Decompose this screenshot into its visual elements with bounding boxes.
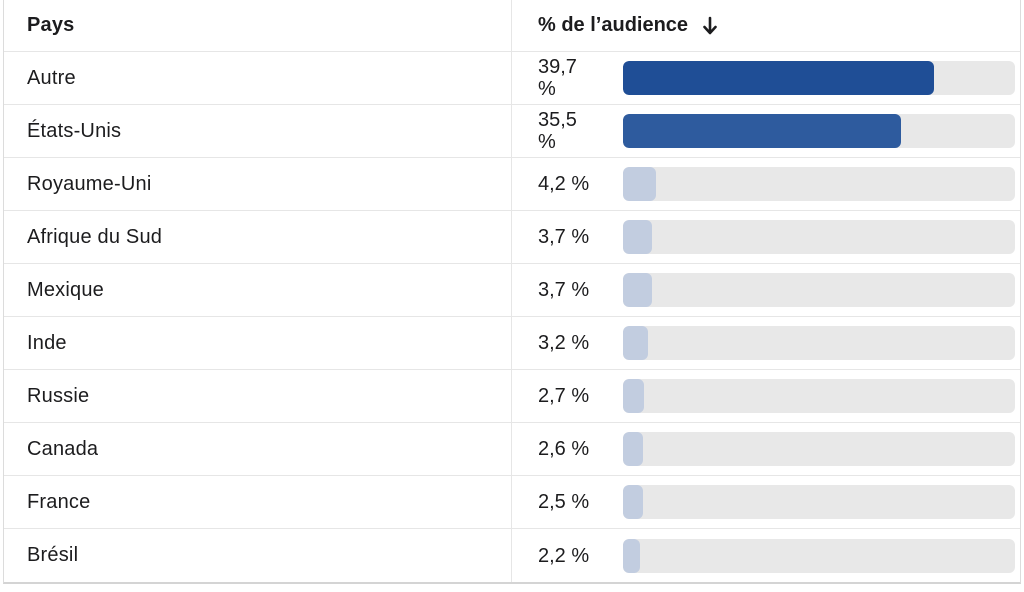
table-row: Mexique 3,7 % <box>4 264 1020 317</box>
table-row: États-Unis 35,5 % <box>4 105 1020 158</box>
audience-bar-track <box>623 326 1015 360</box>
audience-percent: 4,2 % <box>538 173 590 195</box>
country-name: France <box>27 490 91 513</box>
audience-bar-track <box>623 61 1015 95</box>
audience-bar-fill <box>623 326 649 360</box>
audience-percent: 2,5 % <box>538 491 590 513</box>
country-column-header[interactable]: Pays <box>4 0 512 51</box>
country-column-header-label: Pays <box>27 14 75 36</box>
audience-cell: 3,2 % <box>512 317 1020 369</box>
country-cell: États-Unis <box>4 105 512 157</box>
audience-cell: 3,7 % <box>512 211 1020 263</box>
country-name: Afrique du Sud <box>27 225 163 248</box>
audience-country-table: Pays % de l’audience Autre 39,7 % États-Un… <box>3 0 1021 584</box>
audience-cell: 2,6 % <box>512 423 1020 475</box>
audience-bar-fill <box>623 167 656 201</box>
country-name: Inde <box>27 331 67 354</box>
audience-bar-track <box>623 114 1015 148</box>
audience-percent: 3,7 % <box>538 226 590 248</box>
table-row: France 2,5 % <box>4 476 1020 529</box>
audience-bar-fill <box>623 379 645 413</box>
country-cell: Brésil <box>4 529 512 582</box>
audience-percent: 35,5 % <box>538 109 577 153</box>
audience-bar-track <box>623 273 1015 307</box>
table-header-row: Pays % de l’audience <box>4 0 1020 52</box>
audience-cell: 39,7 % <box>512 52 1020 104</box>
audience-column-header-label: % de l’audience <box>538 14 689 36</box>
table-row: Russie 2,7 % <box>4 370 1020 423</box>
audience-cell: 2,7 % <box>512 370 1020 422</box>
country-name: Autre <box>27 66 76 89</box>
audience-cell: 4,2 % <box>512 158 1020 210</box>
audience-bar-fill <box>623 114 902 148</box>
audience-cell: 3,7 % <box>512 264 1020 316</box>
country-name: États-Unis <box>27 119 122 142</box>
audience-bar-track <box>623 538 1015 573</box>
audience-column-header[interactable]: % de l’audience <box>512 0 1020 51</box>
audience-percent: 2,7 % <box>538 385 590 407</box>
country-cell: Afrique du Sud <box>4 211 512 263</box>
audience-bar-track <box>623 485 1015 519</box>
arrow-down-icon <box>702 16 718 36</box>
audience-bar-fill <box>623 432 644 466</box>
country-cell: Royaume-Uni <box>4 158 512 210</box>
country-cell: Russie <box>4 370 512 422</box>
audience-percent: 2,2 % <box>538 544 590 567</box>
table-row: Royaume-Uni 4,2 % <box>4 158 1020 211</box>
country-name: Canada <box>27 437 99 460</box>
audience-cell: 2,5 % <box>512 476 1020 528</box>
audience-bar-track <box>623 167 1015 201</box>
audience-bar-track <box>623 220 1015 254</box>
country-name: Mexique <box>27 278 104 301</box>
table-row: Canada 2,6 % <box>4 423 1020 476</box>
audience-bar-fill <box>623 485 643 519</box>
country-cell: Inde <box>4 317 512 369</box>
audience-cell: 2,2 % <box>512 529 1020 582</box>
country-name: Russie <box>27 384 90 407</box>
country-cell: France <box>4 476 512 528</box>
audience-bar-fill <box>623 61 935 95</box>
audience-bar-fill <box>623 538 641 573</box>
country-cell: Mexique <box>4 264 512 316</box>
audience-cell: 35,5 % <box>512 105 1020 157</box>
audience-sort-button[interactable]: % de l’audience <box>538 14 718 37</box>
table-row: Inde 3,2 % <box>4 317 1020 370</box>
table-row: Brésil 2,2 % <box>4 529 1020 582</box>
country-cell: Canada <box>4 423 512 475</box>
audience-bar-track <box>623 379 1015 413</box>
country-cell: Autre <box>4 52 512 104</box>
audience-percent: 3,2 % <box>538 332 590 354</box>
audience-percent: 3,7 % <box>538 279 590 301</box>
audience-bar-fill <box>623 220 652 254</box>
audience-bar-track <box>623 432 1015 466</box>
country-name: Brésil <box>27 544 79 566</box>
country-name: Royaume-Uni <box>27 172 152 195</box>
audience-percent: 2,6 % <box>538 438 590 460</box>
audience-bar-fill <box>623 273 652 307</box>
table-row: Afrique du Sud 3,7 % <box>4 211 1020 264</box>
audience-percent: 39,7 % <box>538 56 577 100</box>
table-row: Autre 39,7 % <box>4 52 1020 105</box>
